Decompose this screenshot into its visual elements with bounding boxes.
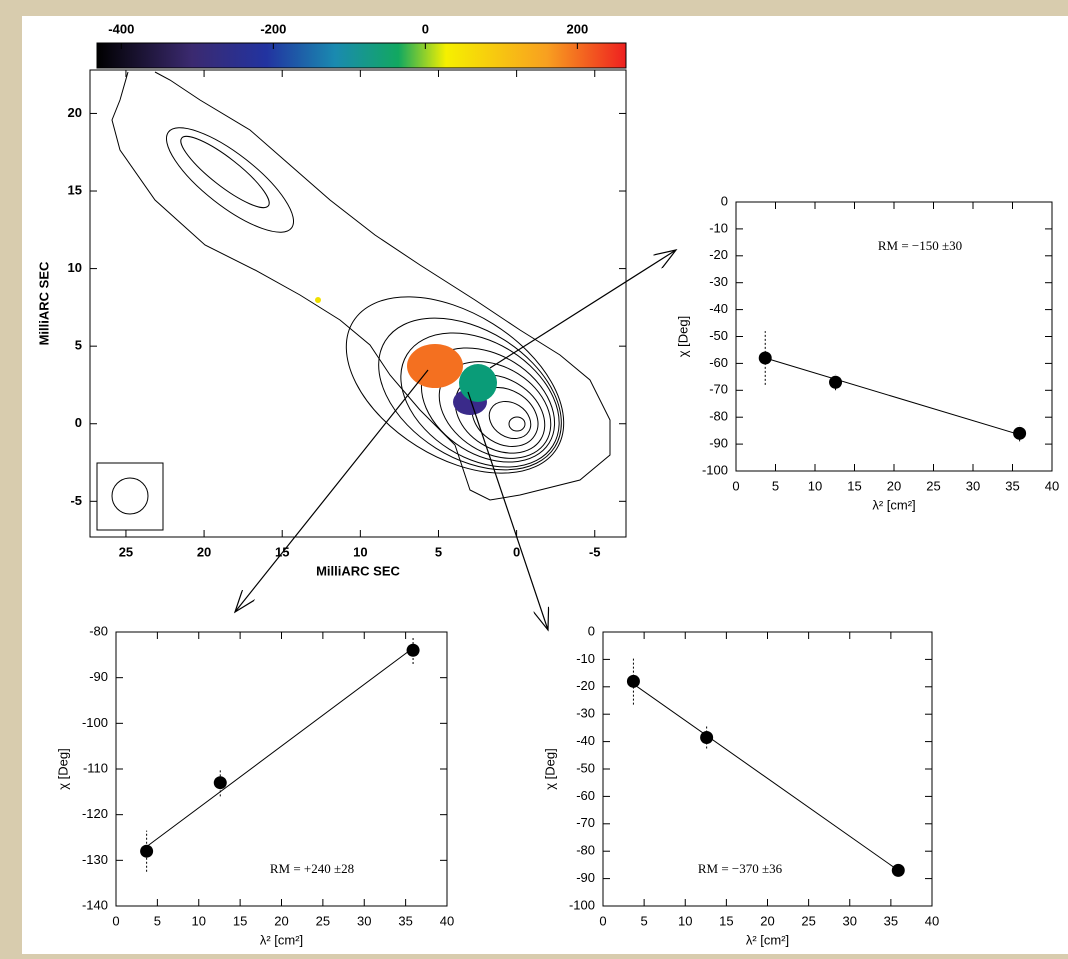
x-tick-label: 40	[925, 913, 939, 928]
x-tick-label: 15	[233, 913, 247, 928]
data-point	[700, 731, 713, 744]
x-tick-label: 5	[772, 478, 779, 493]
colorbar-tick-label: 200	[567, 21, 589, 36]
data-point	[829, 376, 842, 389]
x-tick-label: 35	[398, 913, 412, 928]
canvas	[22, 16, 1068, 954]
x-axis-label: λ² [cm²]	[872, 497, 915, 512]
x-tick-label: -5	[589, 544, 601, 559]
data-point	[627, 675, 640, 688]
x-tick-label: 10	[678, 913, 692, 928]
x-tick-label: 35	[884, 913, 898, 928]
data-point	[892, 864, 905, 877]
y-tick-label: -60	[576, 788, 595, 803]
y-tick-label: -5	[70, 493, 82, 508]
x-axis-label: MilliARC SEC	[316, 563, 400, 578]
annotation: RM = +240 ±28	[270, 861, 354, 876]
y-axis-label: MilliARC SEC	[36, 261, 51, 345]
x-tick-label: 40	[440, 913, 454, 928]
y-tick-label: -40	[576, 733, 595, 748]
x-tick-label: 5	[641, 913, 648, 928]
x-axis-label: λ² [cm²]	[746, 932, 789, 947]
x-tick-label: 30	[843, 913, 857, 928]
y-axis-label: χ [Deg]	[675, 316, 690, 358]
x-tick-label: 30	[357, 913, 371, 928]
annotation: RM = −370 ±36	[698, 861, 783, 876]
y-tick-label: -90	[89, 669, 108, 684]
x-tick-label: 20	[274, 913, 288, 928]
x-axis-label: λ² [cm²]	[260, 932, 303, 947]
x-tick-label: 5	[435, 544, 442, 559]
data-point	[759, 352, 772, 365]
y-tick-label: -140	[82, 897, 108, 912]
x-tick-label: 20	[197, 544, 211, 559]
figure: 2520151050-5-505101520MilliARC SECMilliA…	[0, 0, 1068, 954]
x-tick-label: 0	[732, 478, 739, 493]
x-tick-label: 20	[887, 478, 901, 493]
x-tick-label: 0	[112, 913, 119, 928]
y-tick-label: 0	[75, 415, 82, 430]
data-point	[1013, 427, 1026, 440]
x-tick-label: 30	[966, 478, 980, 493]
y-tick-label: 0	[721, 193, 728, 208]
x-tick-label: 10	[192, 913, 206, 928]
y-tick-label: 5	[75, 338, 82, 353]
y-tick-label: -60	[709, 355, 728, 370]
y-tick-label: -130	[82, 852, 108, 867]
x-tick-label: 10	[808, 478, 822, 493]
x-tick-label: 10	[353, 544, 367, 559]
x-tick-label: 25	[801, 913, 815, 928]
data-point	[214, 776, 227, 789]
y-tick-label: -100	[702, 462, 728, 477]
y-tick-label: -70	[709, 382, 728, 397]
x-tick-label: 40	[1045, 478, 1059, 493]
colorbar-tick-label: -400	[108, 21, 134, 36]
x-tick-label: 0	[513, 544, 520, 559]
y-tick-label: 0	[588, 623, 595, 638]
y-tick-label: -30	[709, 274, 728, 289]
y-tick-label: -70	[576, 815, 595, 830]
y-axis-label: χ [Deg]	[55, 748, 70, 790]
y-tick-label: -100	[82, 715, 108, 730]
colorbar-tick-label: -200	[260, 21, 286, 36]
y-tick-label: -110	[83, 760, 108, 775]
colorbar	[97, 43, 626, 68]
y-tick-label: 20	[68, 105, 82, 120]
x-tick-label: 20	[760, 913, 774, 928]
y-tick-label: -90	[576, 870, 595, 885]
y-tick-label: 15	[68, 182, 82, 197]
y-tick-label: -10	[709, 220, 728, 235]
y-tick-label: -20	[709, 247, 728, 262]
y-tick-label: -100	[569, 897, 595, 912]
x-tick-label: 15	[275, 544, 289, 559]
y-tick-label: -80	[709, 409, 728, 424]
y-tick-label: -80	[576, 843, 595, 858]
x-tick-label: 5	[154, 913, 161, 928]
y-tick-label: 10	[68, 260, 82, 275]
x-tick-label: 0	[599, 913, 606, 928]
x-tick-label: 25	[926, 478, 940, 493]
y-tick-label: -50	[576, 760, 595, 775]
y-tick-label: -40	[709, 301, 728, 316]
x-tick-label: 35	[1005, 478, 1019, 493]
x-tick-label: 25	[316, 913, 330, 928]
data-point	[140, 845, 153, 858]
y-tick-label: -50	[709, 328, 728, 343]
y-tick-label: -90	[709, 436, 728, 451]
y-axis-label: χ [Deg]	[542, 748, 557, 790]
page: 2520151050-5-505101520MilliARC SECMilliA…	[0, 0, 1068, 954]
colorbar-tick-label: 0	[422, 21, 429, 36]
x-tick-label: 25	[119, 544, 133, 559]
y-tick-label: -120	[82, 806, 108, 821]
y-tick-label: -80	[89, 623, 108, 638]
y-tick-label: -10	[576, 651, 595, 666]
annotation: RM = −150 ±30	[878, 238, 962, 253]
y-tick-label: -20	[576, 678, 595, 693]
y-tick-label: -30	[576, 706, 595, 721]
x-tick-label: 15	[719, 913, 733, 928]
x-tick-label: 15	[847, 478, 861, 493]
data-point	[407, 644, 420, 657]
